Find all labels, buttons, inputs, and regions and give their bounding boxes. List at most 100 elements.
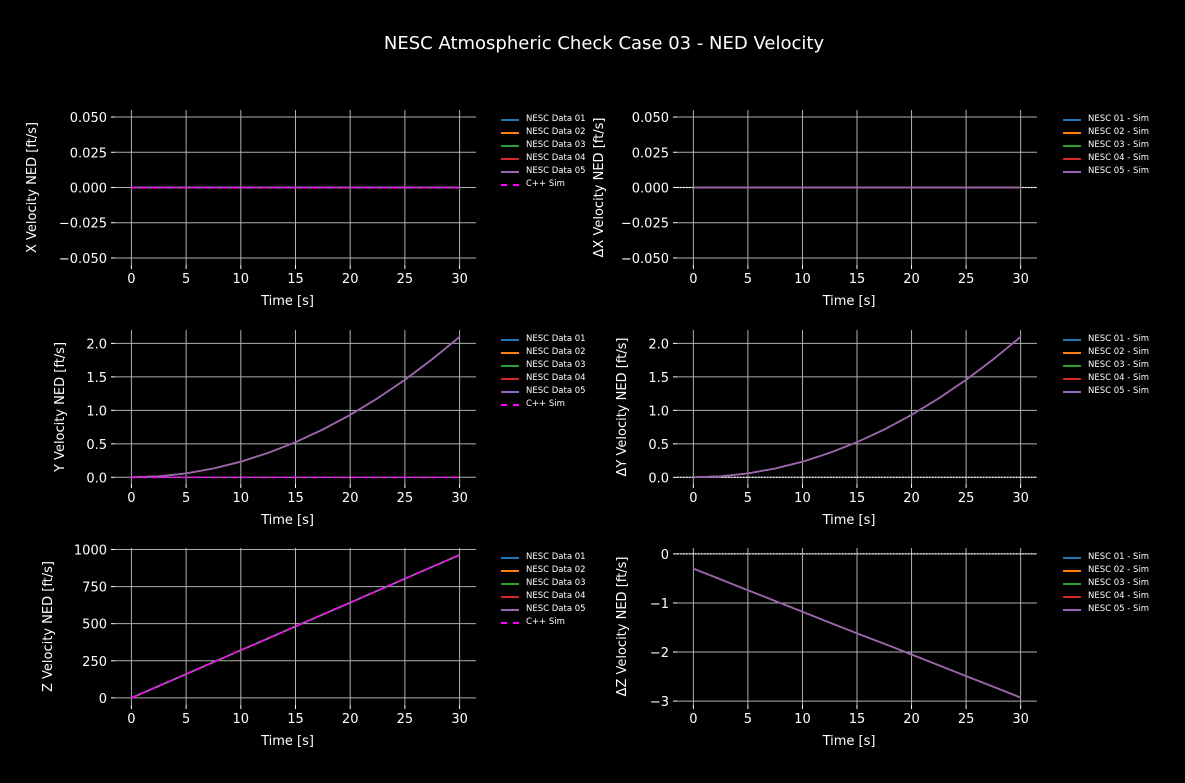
legend-swatch — [501, 621, 519, 624]
y-tick-label: 0.000 — [70, 182, 107, 197]
legend-entry: NESC 04 - Sim — [1063, 152, 1149, 165]
legend-label: NESC 02 - Sim — [1088, 127, 1150, 137]
legend-swatch — [501, 131, 519, 134]
legend-swatch — [1063, 569, 1081, 572]
legend: NESC 01 - Sim NESC 02 - Sim NESC 03 - Sim N… — [1063, 551, 1149, 616]
legend-swatch — [501, 390, 519, 393]
legend-entry: NESC 05 - Sim — [1063, 165, 1149, 178]
subplot-2: 0 5 10 15 20 25 30 −0.050 −0.025 0.000 0.025 0.050 T… — [592, 110, 1037, 309]
legend-swatch — [501, 377, 519, 380]
legend-swatch — [501, 608, 519, 611]
legend-swatch — [1063, 390, 1081, 393]
legend-label: NESC Data 03 — [526, 578, 586, 588]
legend-label: NESC Data 02 — [526, 127, 586, 137]
subplot-5: 0 5 10 15 20 25 30 0 250 500 750 1000 Time [s] Z Velo… — [41, 543, 476, 749]
x-tick-label: 5 — [744, 491, 752, 506]
legend-label: NESC Data 03 — [526, 360, 586, 370]
x-tick-label: 25 — [397, 272, 414, 287]
legend-entry: NESC 02 - Sim — [1063, 564, 1149, 577]
x-axis-label: Time [s] — [822, 734, 876, 749]
legend-swatch — [501, 351, 519, 354]
x-tick-label: 30 — [1012, 272, 1029, 287]
y-axis-label: ΔX Velocity NED [ft/s] — [592, 118, 607, 258]
x-tick-label: 15 — [287, 491, 304, 506]
y-tick-label: −3 — [650, 695, 669, 710]
x-tick-label: 5 — [182, 712, 190, 727]
legend-entry: NESC Data 01 — [501, 113, 586, 126]
x-axis-label: Time [s] — [260, 513, 314, 528]
legend-label: NESC Data 04 — [526, 153, 586, 163]
y-tick-label: 0.5 — [86, 438, 107, 453]
legend-label: NESC 01 - Sim — [1088, 552, 1150, 562]
x-tick-label: 10 — [794, 272, 811, 287]
x-tick-label: 15 — [849, 272, 866, 287]
x-tick-label: 20 — [342, 491, 359, 506]
x-tick-label: 20 — [342, 272, 359, 287]
y-tick-label: 0.0 — [648, 471, 669, 486]
x-tick-label: 10 — [233, 272, 250, 287]
legend: NESC Data 01 NESC Data 02 NESC Data 03 NESC… — [501, 113, 586, 191]
legend-entry: NESC Data 03 — [501, 139, 586, 152]
x-tick-label: 20 — [903, 491, 920, 506]
legend-label: NESC 02 - Sim — [1088, 347, 1150, 357]
legend-label: NESC 04 - Sim — [1088, 373, 1150, 383]
legend-swatch — [1063, 608, 1081, 611]
y-tick-label: 2.0 — [648, 337, 669, 352]
legend: NESC 01 - Sim NESC 02 - Sim NESC 03 - Sim N… — [1063, 333, 1149, 398]
legend-label: NESC Data 02 — [526, 565, 586, 575]
y-tick-label: 1000 — [74, 543, 107, 558]
legend-entry: NESC 03 - Sim — [1063, 577, 1149, 590]
x-tick-label: 5 — [182, 491, 190, 506]
x-tick-label: 20 — [903, 272, 920, 287]
y-axis-label: Z Velocity NED [ft/s] — [41, 561, 56, 692]
legend: NESC Data 01 NESC Data 02 NESC Data 03 NESC… — [501, 333, 586, 411]
legend-swatch — [1063, 170, 1081, 173]
x-axis-label: Time [s] — [260, 294, 314, 309]
legend-swatch — [1063, 377, 1081, 380]
legend-swatch — [501, 582, 519, 585]
legend-label: NESC 03 - Sim — [1088, 578, 1150, 588]
legend-label: NESC 03 - Sim — [1088, 360, 1150, 370]
series-line — [131, 554, 460, 699]
legend-entry: NESC 01 - Sim — [1063, 333, 1149, 346]
x-tick-label: 20 — [342, 712, 359, 727]
x-tick-label: 30 — [1012, 491, 1029, 506]
y-tick-label: 0.000 — [632, 182, 669, 197]
y-tick-label: 0 — [661, 548, 669, 563]
y-tick-label: 250 — [82, 655, 107, 670]
subplot-4: 0 5 10 15 20 25 30 0.0 0.5 1.0 1.5 2.0 Time [s] ΔY Ve… — [615, 330, 1037, 528]
legend-swatch — [501, 144, 519, 147]
y-tick-label: 1.0 — [86, 404, 107, 419]
legend-swatch — [1063, 595, 1081, 598]
x-tick-label: 25 — [397, 712, 414, 727]
x-tick-label: 30 — [1012, 712, 1029, 727]
y-tick-label: 0.5 — [648, 438, 669, 453]
x-axis-label: Time [s] — [260, 734, 314, 749]
legend-label: NESC Data 05 — [526, 166, 586, 176]
y-axis-label: ΔY Velocity NED [ft/s] — [615, 338, 630, 477]
x-tick-label: 25 — [958, 491, 975, 506]
legend-entry: C++ Sim — [501, 178, 586, 191]
x-tick-label: 30 — [451, 491, 468, 506]
legend-entry: NESC 03 - Sim — [1063, 139, 1149, 152]
y-axis-label: Y Velocity NED [ft/s] — [53, 342, 68, 473]
legend-swatch — [501, 364, 519, 367]
x-tick-label: 0 — [127, 712, 135, 727]
series-line — [693, 567, 1021, 699]
legend-label: NESC 04 - Sim — [1088, 153, 1150, 163]
legend-entry: NESC Data 04 — [501, 372, 586, 385]
legend-entry: NESC 02 - Sim — [1063, 346, 1149, 359]
legend-entry: NESC Data 02 — [501, 126, 586, 139]
legend-entry: NESC Data 02 — [501, 346, 586, 359]
legend-swatch — [1063, 582, 1081, 585]
y-tick-label: 0 — [99, 692, 107, 707]
series-line — [693, 336, 1022, 479]
x-tick-label: 5 — [182, 272, 190, 287]
legend-entry: NESC 05 - Sim — [1063, 385, 1149, 398]
legend-swatch — [501, 170, 519, 173]
legend-label: NESC Data 05 — [526, 386, 586, 396]
x-tick-label: 5 — [744, 272, 752, 287]
legend-label: NESC Data 01 — [526, 114, 586, 124]
legend-label: NESC Data 01 — [526, 334, 586, 344]
legend-swatch — [1063, 364, 1081, 367]
